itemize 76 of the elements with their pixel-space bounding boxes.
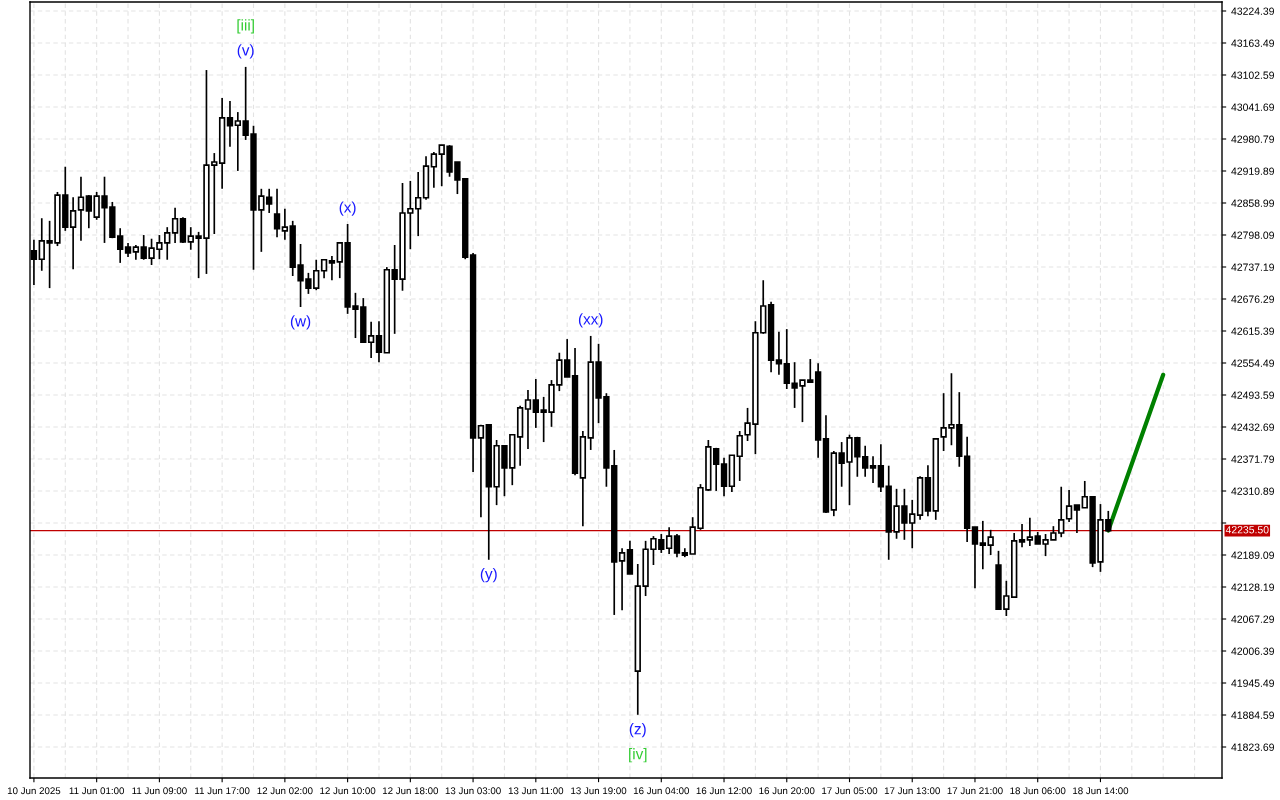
candlestick	[720, 457, 728, 498]
annotation: (v)	[237, 44, 254, 59]
annotation: (w)	[290, 315, 311, 330]
candlestick	[869, 455, 877, 484]
y-tick-label: 43163.49	[1231, 39, 1274, 47]
candlestick	[320, 258, 328, 279]
candlestick	[226, 100, 234, 148]
annotation: (z)	[629, 723, 646, 738]
y-tick-label: 42189.09	[1231, 551, 1274, 559]
candlestick	[273, 187, 281, 238]
y-tick-label: 42676.29	[1231, 295, 1274, 303]
candlestick	[77, 175, 85, 242]
candlestick	[281, 207, 289, 241]
x-tick-label: 13 Jun 19:00	[571, 787, 627, 795]
y-tick-label: 42067.29	[1231, 615, 1274, 623]
candlestick	[328, 255, 336, 282]
candlestick	[665, 526, 673, 555]
candlestick	[171, 206, 179, 244]
y-tick-label: 42310.89	[1231, 487, 1274, 495]
x-tick-label: 17 Jun 21:00	[947, 787, 1003, 795]
x-tick-label: 10 Jun 2025	[7, 787, 61, 795]
y-tick-label: 42006.39	[1231, 647, 1274, 655]
y-tick-label: 42615.39	[1231, 327, 1274, 335]
x-tick-label: 11 Jun 09:00	[132, 787, 187, 795]
x-tick-label: 12 Jun 18:00	[382, 787, 439, 795]
x-tick-label: 16 Jun 20:00	[759, 787, 815, 795]
annotation: (xx)	[578, 313, 603, 328]
x-tick-label: 18 Jun 06:00	[1010, 787, 1066, 795]
candlestick	[367, 320, 375, 359]
ref-line-label: 42235.50	[1225, 526, 1269, 534]
y-tick-label: 43102.59	[1231, 71, 1274, 79]
y-tick-label: 43224.39	[1231, 7, 1274, 15]
x-tick-label: 16 Jun 12:00	[696, 787, 752, 795]
y-tick-label: 42371.79	[1231, 455, 1274, 463]
candlestick	[877, 443, 885, 493]
candlestick	[1026, 516, 1034, 547]
annotation: (y)	[480, 568, 497, 583]
candlestick	[524, 389, 532, 450]
x-tick-label: 12 Jun 02:00	[257, 787, 313, 795]
x-tick-label: 18 Jun 14:00	[1073, 787, 1129, 795]
y-tick-label: 42919.89	[1231, 167, 1274, 175]
candlestick	[430, 151, 438, 189]
y-tick-label: 42554.49	[1231, 359, 1274, 367]
x-tick-label: 13 Jun 11:00	[508, 787, 564, 795]
x-tick-label: 11 Jun 01:00	[69, 787, 125, 795]
y-tick-label: 41884.59	[1231, 711, 1274, 719]
candlestick	[477, 423, 485, 519]
x-tick-label: 17 Jun 13:00	[884, 787, 940, 795]
x-tick-label: 16 Jun 04:00	[633, 787, 690, 795]
x-tick-label: 12 Jun 10:00	[320, 787, 376, 795]
candlestick	[375, 320, 383, 364]
y-tick-label: 42737.19	[1231, 263, 1274, 271]
candlestick	[179, 216, 187, 244]
x-tick-label: 11 Jun 17:00	[195, 787, 250, 795]
candlestick	[69, 196, 77, 271]
x-tick-label: 17 Jun 05:00	[822, 787, 878, 795]
y-tick-label: 42128.19	[1231, 583, 1274, 591]
annotation: [iv]	[629, 748, 647, 763]
annotation: [iii]	[237, 19, 254, 34]
y-tick-label: 42798.09	[1231, 231, 1274, 239]
candlestick	[971, 526, 979, 589]
y-tick-label: 41823.69	[1231, 743, 1274, 751]
x-tick-label: 13 Jun 03:00	[445, 787, 501, 795]
candlestick	[673, 533, 681, 558]
annotation: (x)	[339, 201, 356, 216]
y-tick-label: 41945.49	[1231, 679, 1274, 687]
y-tick-label: 42493.59	[1231, 391, 1274, 399]
y-tick-label: 42980.79	[1231, 135, 1274, 143]
y-tick-label: 42858.99	[1231, 199, 1274, 207]
candlestick	[1073, 504, 1081, 534]
y-tick-label: 42432.69	[1231, 423, 1274, 431]
candlestick	[1018, 523, 1026, 549]
candlestick	[775, 330, 783, 376]
y-tick-label: 43041.69	[1231, 103, 1274, 111]
candlestick	[1065, 489, 1073, 523]
candlestick	[618, 547, 626, 612]
